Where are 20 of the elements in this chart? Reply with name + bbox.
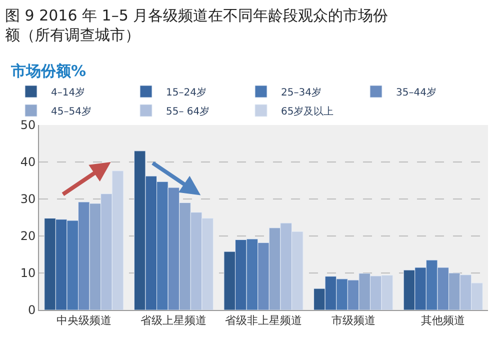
legend-label: 45–54岁	[51, 105, 92, 118]
legend-label: 35–44岁	[396, 86, 436, 98]
x-tick-label: 省级非上星频道	[225, 314, 302, 328]
legend-label: 55– 64岁	[166, 105, 210, 118]
legend-label: 25–34岁	[281, 86, 322, 98]
x-tick-label: 市级频道	[331, 314, 376, 328]
chart-title: 图 9 2016 年 1–5 月各级频道在不同年龄段观众的市场份额（所有调查城市）	[5, 6, 388, 44]
x-tick-label: 中央级频道	[56, 314, 112, 328]
y-tick-label: 40	[20, 155, 36, 170]
legend-label: 65岁及以上	[281, 105, 334, 118]
y-tick-label: 20	[20, 229, 36, 244]
x-tick-label: 其他频道	[421, 314, 466, 328]
legend-label: 4–14岁	[51, 86, 86, 98]
y-tick-label: 50	[20, 118, 36, 132]
y-tick-label: 30	[20, 192, 36, 206]
y-tick-label: 10	[20, 266, 36, 280]
legend-label: 15–24岁	[166, 86, 206, 98]
x-tick-label: 省级上星频道	[140, 314, 207, 328]
y-axis-title: 市场份额%	[10, 62, 86, 80]
y-tick-label: 0	[28, 303, 36, 318]
